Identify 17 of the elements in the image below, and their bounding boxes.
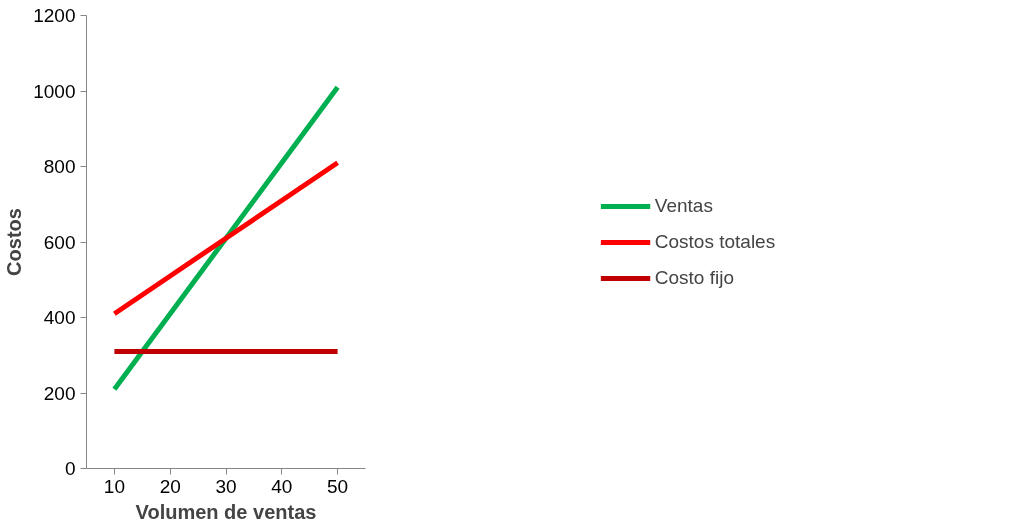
legend-label: Costo fijo [654, 266, 734, 289]
y-tick-label: 800 [43, 156, 76, 177]
x-tick-label: 20 [159, 475, 181, 497]
x-tick-label: 50 [327, 475, 349, 497]
y-tick-label: 0 [64, 458, 76, 479]
x-axis-title: Volumen de ventas [135, 500, 317, 523]
x-tick-label: 10 [103, 475, 125, 497]
y-axis-title: Costos [3, 208, 26, 276]
y-tick-label: 400 [43, 307, 76, 328]
y-tick-label: 600 [43, 231, 76, 253]
legend-label: Ventas [654, 194, 713, 217]
y-tick-label: 1000 [33, 80, 76, 102]
x-tick-label: 30 [215, 475, 237, 497]
x-tick-label: 40 [271, 475, 293, 497]
y-tick-label: 200 [43, 382, 76, 404]
y-tick-label: 1200 [33, 5, 76, 26]
legend-label: Costos totales [654, 230, 776, 253]
